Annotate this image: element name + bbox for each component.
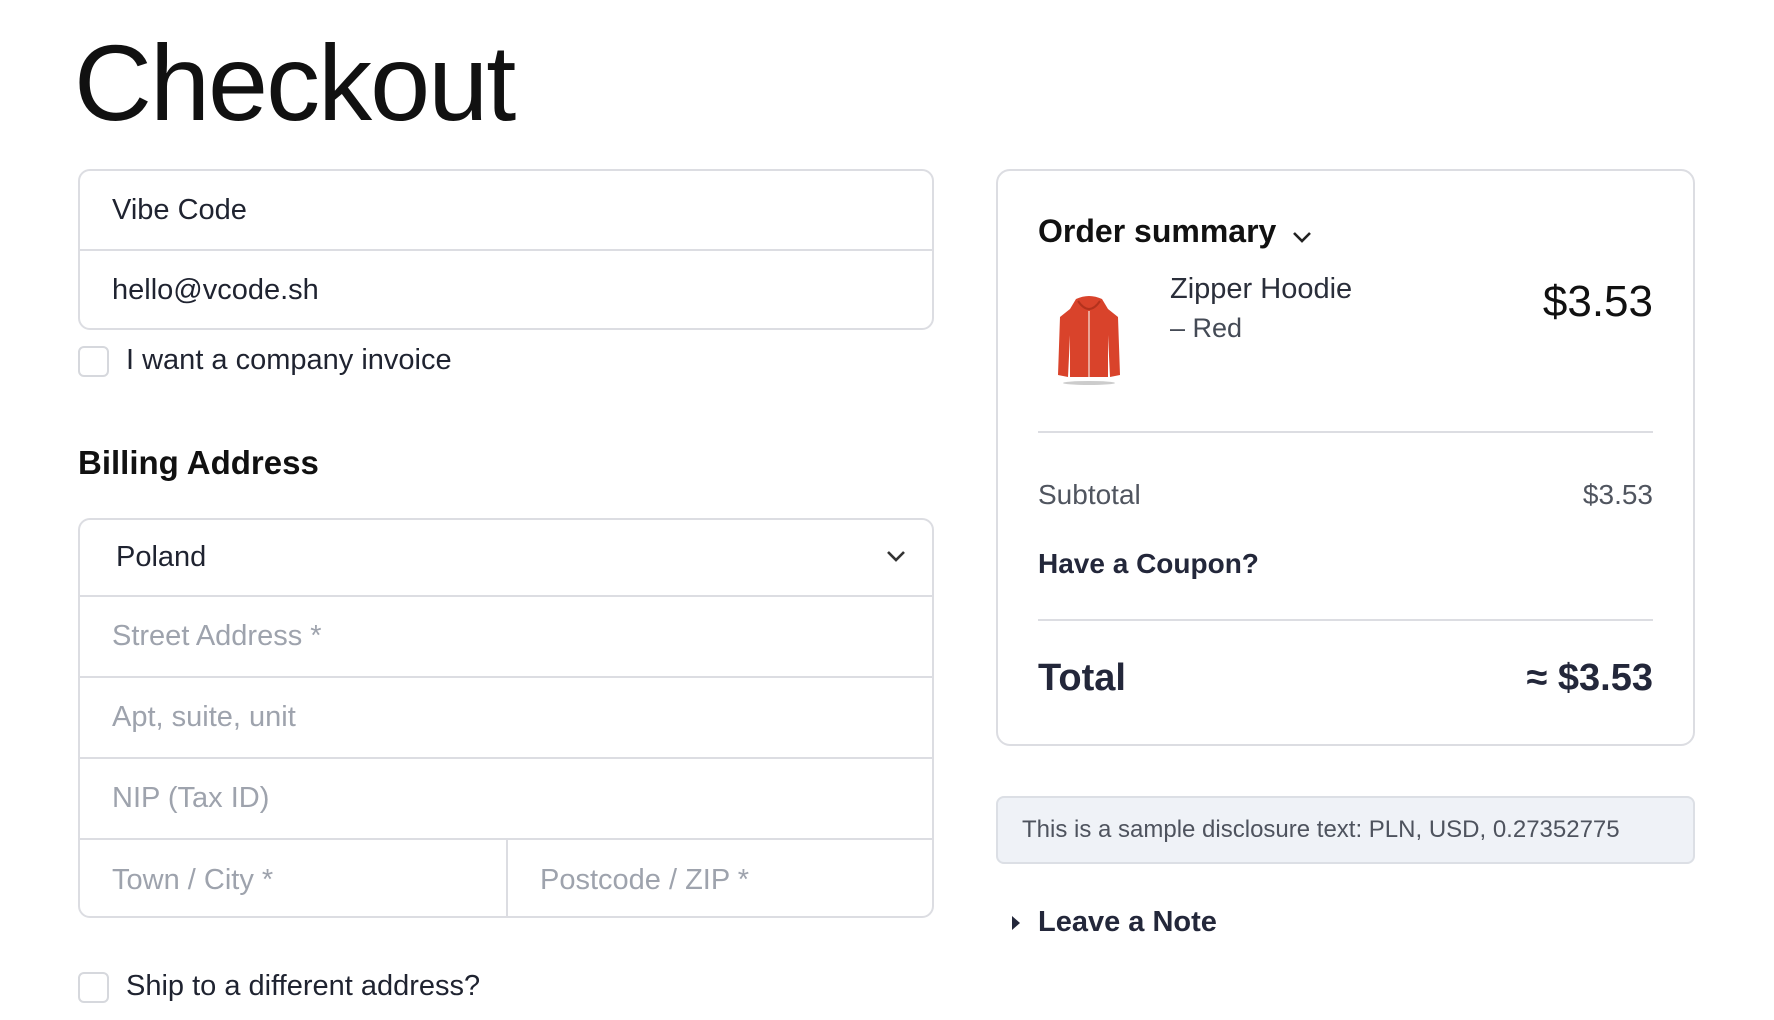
disclosure-box: This is a sample disclosure text: PLN, U… <box>996 796 1695 864</box>
order-summary-toggle[interactable]: Order summary <box>1038 213 1312 250</box>
contact-fields: Vibe Code hello@vcode.sh <box>78 169 934 330</box>
apt-input[interactable]: Apt, suite, unit <box>80 678 932 759</box>
leave-note-label: Leave a Note <box>1038 906 1217 938</box>
name-input[interactable]: Vibe Code <box>80 171 932 251</box>
city-placeholder: Town / City * <box>112 863 274 896</box>
email-value: hello@vcode.sh <box>112 274 319 306</box>
postcode-placeholder: Postcode / ZIP * <box>540 863 750 896</box>
item-variant: – Red <box>1170 313 1243 343</box>
nip-input[interactable]: NIP (Tax ID) <box>80 759 932 840</box>
apt-placeholder: Apt, suite, unit <box>112 701 296 733</box>
order-summary-title: Order summary <box>1038 213 1277 249</box>
coupon-link[interactable]: Have a Coupon? <box>1038 548 1259 579</box>
total-label: Total <box>1038 657 1126 699</box>
divider <box>1038 619 1653 621</box>
billing-fields: Poland Street Address * Apt, suite, unit… <box>78 518 934 918</box>
hoodie-image <box>1058 296 1120 385</box>
leave-note-toggle[interactable]: Leave a Note <box>1010 906 1217 939</box>
subtotal-label: Subtotal <box>1038 479 1141 510</box>
ship-different-label[interactable]: Ship to a different address? <box>126 970 481 1002</box>
billing-heading: Billing Address <box>78 444 319 481</box>
total-value: ≈ $3.53 <box>1526 657 1653 699</box>
caret-right-icon <box>1012 915 1020 930</box>
company-invoice-checkbox[interactable] <box>78 346 109 377</box>
chevron-down-icon <box>1293 231 1312 243</box>
country-value: Poland <box>116 541 207 573</box>
street-input[interactable]: Street Address * <box>80 597 932 678</box>
email-input[interactable]: hello@vcode.sh <box>80 251 932 328</box>
street-placeholder: Street Address * <box>112 620 322 652</box>
nip-placeholder: NIP (Tax ID) <box>112 782 270 814</box>
order-summary-card: Order summary Zipper Hoodie – Red $3.53 … <box>996 169 1695 746</box>
company-invoice-label[interactable]: I want a company invoice <box>126 344 452 376</box>
item-price: $3.53 <box>1542 277 1653 326</box>
chevron-down-icon <box>887 551 905 562</box>
country-select[interactable]: Poland <box>80 520 932 597</box>
ship-different-checkbox[interactable] <box>78 972 109 1003</box>
postcode-input[interactable]: Postcode / ZIP * <box>508 840 932 916</box>
page-title: Checkout <box>74 22 516 143</box>
subtotal-value: $3.53 <box>1582 479 1653 510</box>
disclosure-text: This is a sample disclosure text: PLN, U… <box>1022 816 1620 843</box>
item-name: Zipper Hoodie <box>1170 273 1353 305</box>
city-input[interactable]: Town / City * <box>80 840 508 916</box>
name-value: Vibe Code <box>112 193 247 226</box>
divider <box>1038 431 1653 433</box>
